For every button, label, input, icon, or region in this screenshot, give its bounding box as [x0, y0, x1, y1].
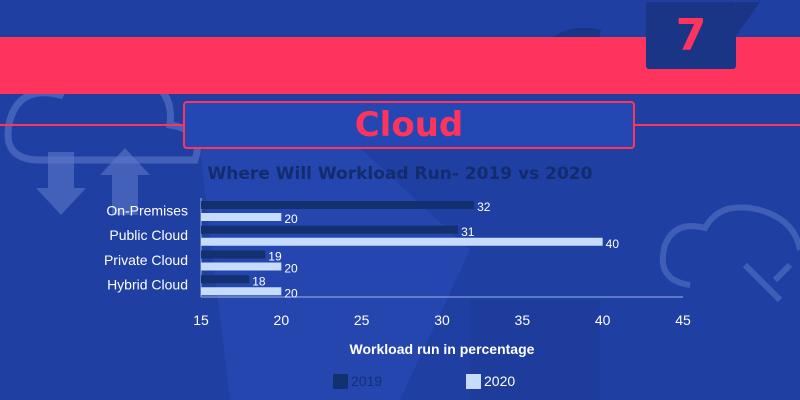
x-tick-label: 40 [595, 312, 611, 328]
x-axis-label: Workload run in percentage [350, 341, 535, 357]
data-label: 31 [461, 225, 475, 239]
data-label: 20 [284, 262, 298, 276]
data-label: 19 [268, 250, 282, 264]
legend-label-2019: 2019 [351, 373, 383, 389]
category-label: On-Premises [106, 202, 188, 218]
x-tick-label: 35 [515, 312, 531, 328]
bar-2020 [201, 237, 603, 246]
data-label: 20 [284, 286, 298, 300]
legend-swatch-2019 [333, 373, 348, 389]
category-label: Public Cloud [109, 227, 188, 243]
bar-2019 [201, 201, 475, 209]
legend-item-2019: 2019 [333, 373, 382, 389]
legend-swatch-2020 [466, 373, 481, 389]
page-title: Cloud [354, 105, 464, 145]
bar-2020 [201, 213, 282, 221]
x-tick-label: 15 [193, 312, 209, 328]
x-tick-label: 25 [354, 312, 370, 328]
server-rack-icon [470, 300, 600, 400]
legend-label-2020: 2020 [484, 373, 516, 389]
arrow-down-icon [36, 152, 86, 215]
arrow-up-icon [100, 148, 150, 215]
chart-title: Where Will Workload Run- 2019 vs 2020 [207, 164, 593, 184]
background-shape [200, 120, 470, 400]
category-label: Hybrid Cloud [107, 277, 188, 293]
bar-2020 [201, 287, 282, 296]
data-label: 20 [284, 212, 298, 226]
badge-fold [736, 2, 760, 36]
legend-item-2020: 2020 [466, 373, 515, 389]
bar-2020 [201, 262, 282, 271]
data-label: 18 [252, 274, 266, 288]
x-tick-label: 30 [434, 312, 450, 328]
slide-number: 7 [675, 10, 707, 61]
data-label: 32 [477, 200, 491, 214]
data-label: 40 [606, 237, 620, 251]
x-tick-label: 20 [274, 312, 290, 328]
slide-number-badge: 7 [646, 2, 736, 69]
bar-2019 [201, 275, 250, 284]
category-label: Private Cloud [104, 252, 188, 268]
x-tick-label: 45 [675, 312, 691, 328]
bar-2019 [201, 250, 266, 259]
title-box: Cloud [183, 101, 635, 149]
cloud-settings-icon [659, 204, 800, 303]
bar-2019 [201, 225, 459, 234]
